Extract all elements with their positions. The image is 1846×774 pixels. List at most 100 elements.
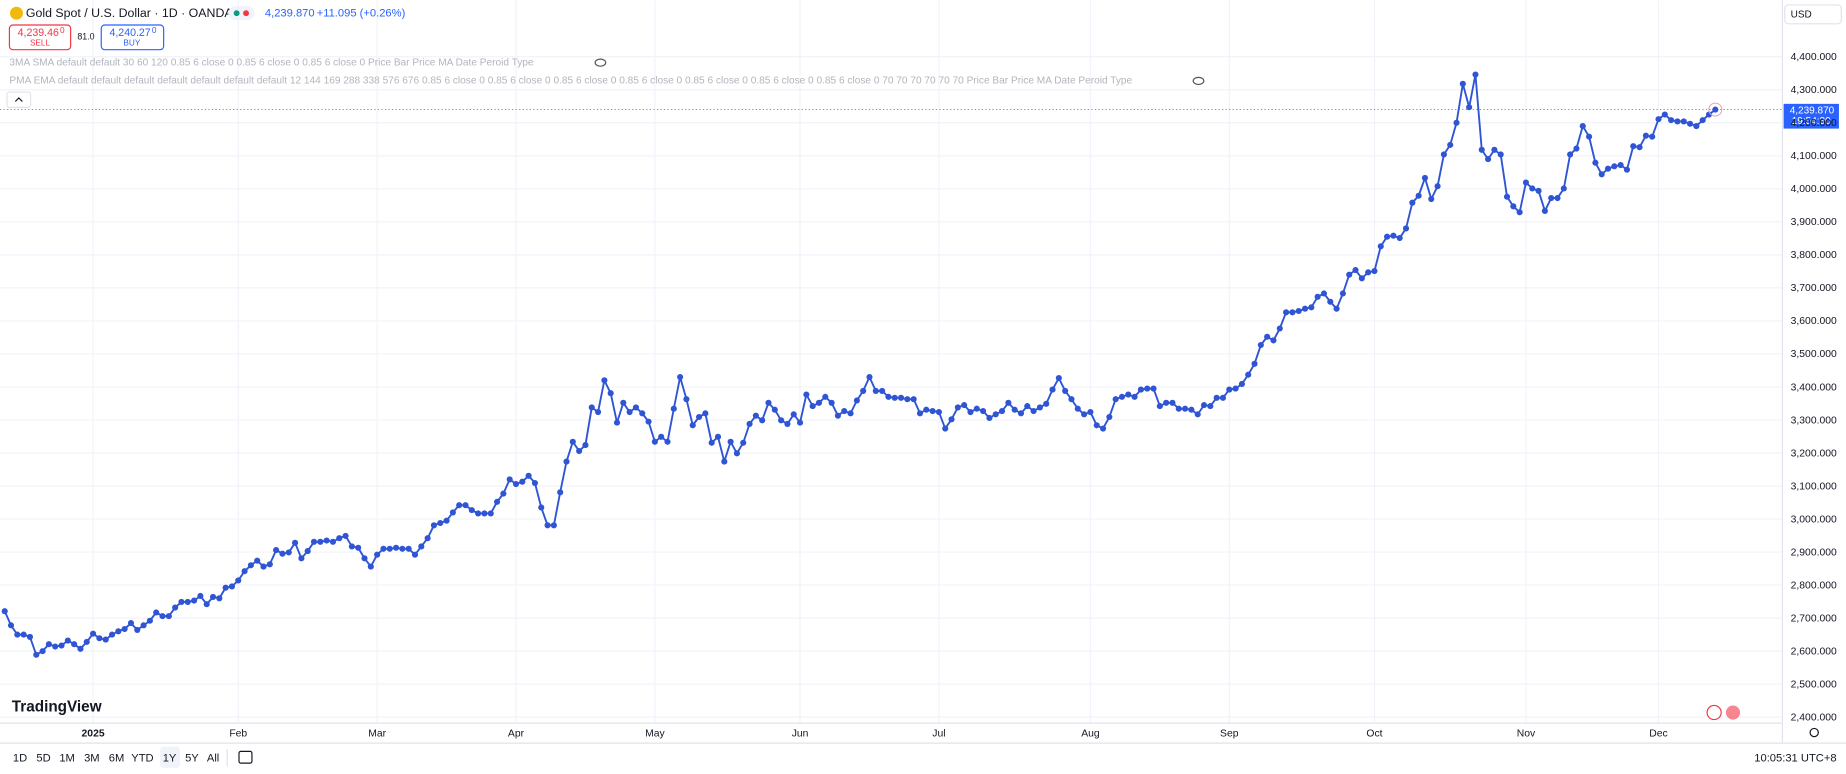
price-point bbox=[430, 522, 438, 529]
indicator-legend[interactable]: PMA EMA default default default default … bbox=[9, 76, 1132, 87]
price-point bbox=[165, 613, 172, 620]
price-point bbox=[1182, 405, 1189, 412]
collapse-button[interactable] bbox=[6, 91, 32, 108]
price-point bbox=[961, 402, 968, 409]
range-button[interactable]: 3M bbox=[84, 752, 100, 764]
price-point bbox=[323, 537, 330, 544]
sell-label: SELL bbox=[30, 38, 51, 47]
event-icon[interactable] bbox=[1706, 704, 1722, 721]
price-point bbox=[1705, 111, 1713, 118]
y-tick-label: 4,200.000 bbox=[1791, 118, 1837, 129]
price-point bbox=[557, 489, 564, 496]
price-point bbox=[1699, 117, 1706, 124]
status-dot bbox=[233, 10, 240, 17]
price-point bbox=[1384, 233, 1391, 240]
price-point bbox=[538, 504, 545, 511]
sell-button[interactable] bbox=[8, 24, 72, 51]
price-point bbox=[235, 577, 242, 584]
price-point bbox=[576, 447, 583, 455]
price-point bbox=[847, 410, 854, 417]
price-point bbox=[247, 562, 254, 569]
visibility-icon[interactable] bbox=[1192, 76, 1205, 86]
price-point bbox=[1238, 380, 1245, 388]
price-point bbox=[1339, 290, 1346, 297]
price-point bbox=[1308, 304, 1315, 311]
price-point bbox=[733, 450, 740, 457]
logo: TradingView bbox=[12, 698, 102, 715]
price-point bbox=[14, 631, 21, 638]
range-button[interactable]: 1D bbox=[13, 752, 27, 764]
settings-icon[interactable] bbox=[1809, 727, 1819, 738]
price-point bbox=[1093, 422, 1100, 429]
price-change: +11.095 (+0.26%) bbox=[317, 8, 406, 20]
price-point bbox=[897, 394, 905, 401]
price-point bbox=[494, 498, 501, 505]
price-point bbox=[222, 584, 229, 591]
price-point bbox=[1661, 111, 1668, 118]
price-point bbox=[1611, 163, 1618, 170]
y-tick-label: 2,500.000 bbox=[1791, 679, 1837, 690]
y-tick-label: 3,900.000 bbox=[1791, 217, 1837, 228]
price-point bbox=[26, 633, 34, 640]
price-point bbox=[52, 643, 59, 650]
last-point-ring bbox=[1708, 102, 1723, 117]
price-point bbox=[1099, 425, 1107, 432]
price-point bbox=[153, 609, 160, 616]
y-tick-label: 3,800.000 bbox=[1791, 250, 1837, 261]
price-point bbox=[1447, 141, 1454, 148]
price-point bbox=[1674, 118, 1681, 125]
price-point bbox=[651, 438, 658, 445]
range-button[interactable]: All bbox=[207, 752, 219, 764]
x-tick-label: Feb bbox=[229, 728, 247, 739]
price-point bbox=[108, 631, 116, 638]
y-tick-label: 4,000.000 bbox=[1791, 184, 1837, 195]
price-point bbox=[134, 626, 141, 634]
price-point bbox=[1333, 305, 1340, 312]
range-button[interactable]: 1Y bbox=[163, 752, 177, 764]
price-point bbox=[670, 405, 677, 412]
price-point bbox=[1592, 159, 1599, 166]
range-button[interactable]: 5Y bbox=[185, 752, 199, 764]
price-point bbox=[1617, 161, 1624, 169]
price-point bbox=[77, 645, 84, 652]
price-point bbox=[64, 637, 71, 644]
price-point bbox=[1030, 407, 1037, 415]
price-point bbox=[904, 396, 911, 403]
price-point bbox=[1497, 151, 1504, 158]
range-button[interactable]: 1M bbox=[59, 752, 75, 764]
buy-label: BUY bbox=[123, 38, 140, 47]
price-point bbox=[1560, 185, 1567, 192]
price-point bbox=[1365, 269, 1372, 276]
price-point bbox=[1055, 374, 1062, 382]
price-point bbox=[1352, 266, 1359, 274]
price-point bbox=[1567, 151, 1574, 158]
price-point bbox=[973, 405, 980, 412]
indicator-legend[interactable]: 3MA SMA default default 30 60 120 0.85 6… bbox=[9, 57, 534, 68]
price-point bbox=[1011, 406, 1018, 413]
visibility-icon[interactable] bbox=[594, 58, 607, 67]
price-point bbox=[601, 377, 608, 384]
range-button[interactable]: YTD bbox=[131, 752, 153, 764]
price-point bbox=[1402, 225, 1410, 232]
price-point bbox=[1125, 391, 1132, 398]
price-point bbox=[216, 595, 223, 602]
x-tick-label: Oct bbox=[1366, 728, 1382, 739]
y-tick-label: 3,500.000 bbox=[1791, 349, 1837, 360]
buy-button[interactable] bbox=[100, 24, 165, 51]
price-point bbox=[1346, 271, 1353, 278]
price-point bbox=[71, 641, 78, 648]
date-range-icon[interactable] bbox=[238, 750, 253, 764]
symbol-title[interactable]: Gold Spot / U.S. Dollar · 1D · OANDA bbox=[26, 6, 233, 20]
price-point bbox=[159, 613, 166, 620]
range-button[interactable]: 5D bbox=[36, 752, 50, 764]
price-point bbox=[39, 648, 46, 655]
price-point bbox=[632, 404, 639, 411]
range-button[interactable]: 6M bbox=[109, 752, 125, 764]
price-point bbox=[273, 547, 280, 554]
price-point bbox=[1150, 385, 1157, 392]
currency-button[interactable] bbox=[1784, 4, 1842, 25]
price-point bbox=[752, 412, 759, 419]
price-point bbox=[1522, 179, 1530, 186]
price-point bbox=[487, 510, 494, 517]
event-icon[interactable] bbox=[1725, 705, 1741, 720]
